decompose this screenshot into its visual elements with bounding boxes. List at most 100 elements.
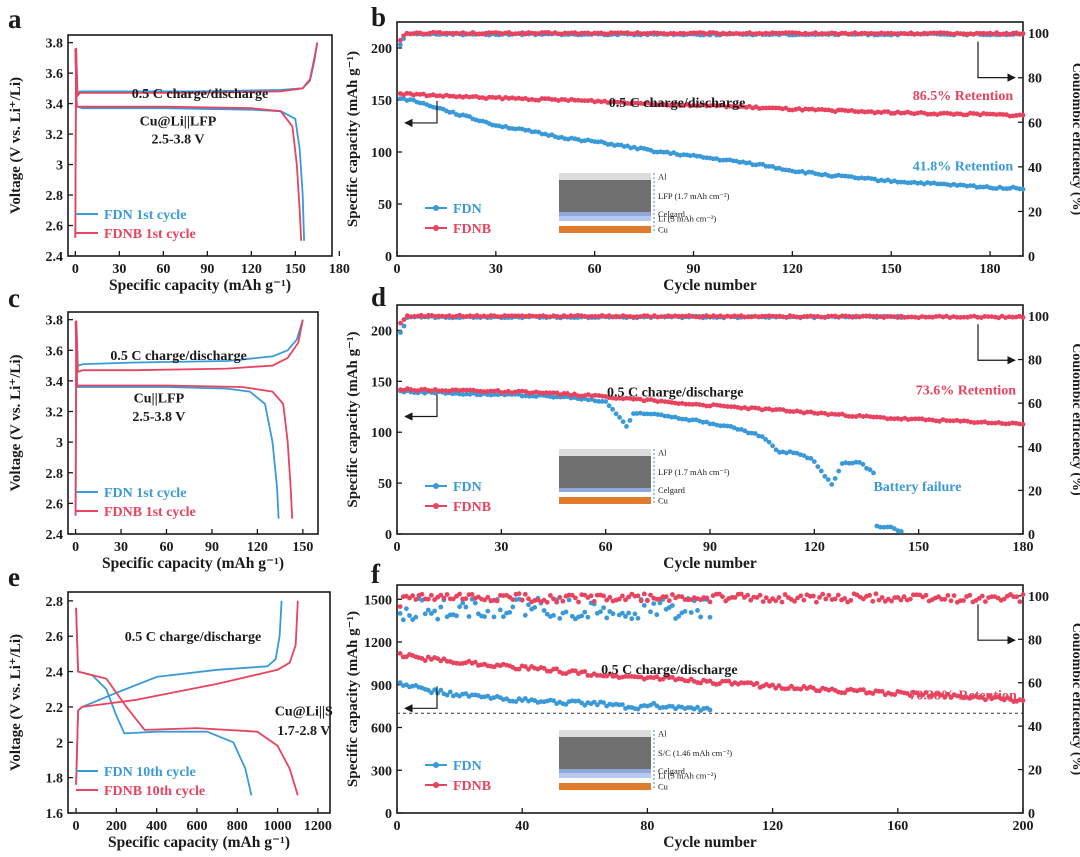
capacity-point-fdnb [670,674,675,680]
capacity-point-fdnb [450,387,455,393]
panel-c: 0 30 60 90 120 150 2.4 2.6 2.8 3 3.2 3.4 3.6 3.8 Speci… [8,283,319,572]
ce-point-fdnb [720,594,725,600]
ce-point-fdn [463,604,469,610]
arrow-to-right-axis [977,41,1016,82]
capacity-point-fdn [766,439,772,445]
capacity-point-fdnb [874,414,880,420]
capacity-point-fdn [620,419,626,425]
ce-point-fdnb [519,597,525,603]
ce-point-fdnb [786,30,792,36]
ce-point-fdnb [983,599,988,604]
x-tick-label: 180 [980,262,1001,277]
inset-layer-separator [559,769,651,773]
ce-point-fdnb [623,597,628,603]
y-tick-label: 3.6 [46,344,64,359]
capacity-point-fdn [522,696,528,701]
arrow-to-left-axis [404,394,438,421]
x-tick-label: 180 [329,262,350,277]
x-tick-label: 60 [156,262,170,277]
ce-point-fdnb [982,314,988,319]
capacity-point-fdn [610,406,615,412]
y-tick-label: 0 [385,528,392,543]
capacity-point-fdnb [888,416,894,421]
capacity-point-fdnb [836,107,841,113]
ce-point-fdnb [773,313,779,319]
capacity-point-fdn [829,482,835,487]
legend-label: FDNB 10th cycle [104,784,205,799]
x-tick-label: 120 [241,262,262,277]
y2-tick-label: 20 [1028,484,1042,499]
capacity-point-fdn [624,424,629,429]
capacity-point-fdnb [425,388,431,393]
ce-point-fdnb [954,314,960,320]
y-tick-label: 0 [385,807,392,822]
ce-point-fdnb [677,30,683,36]
capacity-point-fdn [397,680,403,685]
capacity-point-fdn [641,411,647,417]
ce-point-fdnb [968,314,974,319]
x-axis-label: Cycle number [663,834,757,851]
x-tick-label: 180 [1013,540,1034,555]
ce-point-fdnb [909,314,915,320]
capacity-point-fdn [474,392,480,398]
ce-point-fdnb [607,594,613,600]
capacity-point-fdnb [822,107,828,113]
inset-layer-al [559,449,651,456]
ce-point-fdnb [707,599,713,605]
y-tick-label: 1200 [364,636,392,651]
capacity-point-fdnb [926,417,932,422]
capacity-point-fdnb [878,414,883,420]
ce-point-fdnb [551,313,556,319]
capacity-point-fdnb [836,412,842,417]
legend-marker [433,483,439,489]
capacity-point-fdn [878,524,883,530]
capacity-point-fdnb [882,109,887,114]
capacity-point-fdnb [947,418,953,424]
capacity-point-fdnb [547,390,553,396]
ce-point-fdnb [717,591,722,597]
capacity-point-fdnb [537,390,542,396]
series-fdnb-discharge-curve [75,607,299,796]
y-tick-label: 2.4 [46,666,64,681]
ce-point-fdnb [469,592,475,597]
capacity-point-fdnb [916,416,922,422]
capacity-point-fdn [752,431,758,436]
ce-point-fdnb [745,314,751,320]
capacity-point-fdn [599,399,605,404]
capacity-point-fdn [822,473,828,479]
capacity-point-fdn [662,413,668,419]
capacity-point-fdn [444,692,450,698]
y2-tick-label: 40 [1028,720,1042,735]
ce-point-fdnb [460,314,466,319]
ce-point-fdnb [842,596,847,601]
capacity-point-fdn [846,460,852,466]
ce-point-fdn [582,609,588,615]
y-tick-label: 50 [378,198,392,213]
capacity-point-fdn [742,428,748,434]
ce-point-fdnb [820,591,826,597]
capacity-point-fdn [853,459,859,465]
ce-point-fdn [626,610,631,616]
ce-point-fdnb [745,592,750,598]
ce-point-fdn [485,608,491,614]
x-tick-label: 0 [73,819,80,834]
capacity-point-fdn [881,524,887,530]
capacity-point-fdnb [871,414,876,420]
capacity-point-fdn [631,411,636,416]
capacity-point-fdnb [582,669,588,674]
ce-point-fdnb [907,596,913,602]
annotation-rate: 0.5 C charge/discharge [125,630,261,645]
inset-layer-label: Celgard [658,209,686,219]
x-tick-label: 30 [489,262,503,277]
ce-point-fdnb [477,31,482,37]
ce-point-fdnb [413,597,419,602]
legend-label: FDN [453,759,482,774]
capacity-point-fdn [606,403,612,409]
y-tick-label: 2.8 [46,595,64,610]
inset-layer-label: Cu [658,496,669,506]
inset-layer-label: Li (5 mAh cm⁻²) [658,214,716,224]
capacity-point-fdn [836,468,842,474]
x-tick-label: 120 [247,540,268,555]
x-tick-label: 60 [588,262,602,277]
inset-layer-cathode [559,737,651,769]
